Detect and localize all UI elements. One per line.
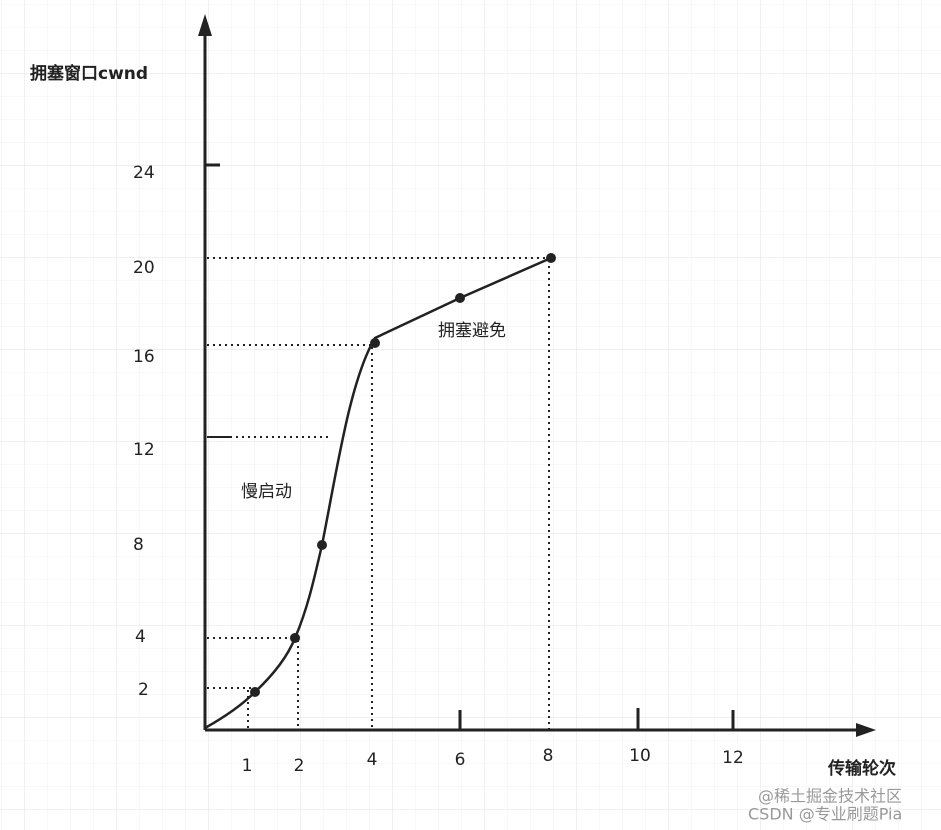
x-label: 12 xyxy=(722,748,744,768)
annotation: 拥塞避免 xyxy=(438,321,506,341)
y-label: 12 xyxy=(133,440,155,460)
x-axis-title: 传输轮次 xyxy=(827,758,896,779)
x-label: 10 xyxy=(629,746,651,766)
y-label: 16 xyxy=(133,347,155,367)
y-axis-title: 拥塞窗口cwnd xyxy=(30,63,148,84)
x-label: 4 xyxy=(367,750,378,770)
y-label: 4 xyxy=(135,627,146,647)
y-label: 8 xyxy=(133,535,144,555)
y-label: 20 xyxy=(133,258,155,278)
watermark: CSDN @专业刷题Pia xyxy=(748,805,902,824)
x-label: 6 xyxy=(455,750,466,770)
annotation: 慢启动 xyxy=(241,481,292,502)
x-label: 1 xyxy=(242,756,253,776)
y-label: 2 xyxy=(138,680,149,700)
guides xyxy=(207,257,551,730)
axes xyxy=(198,14,876,737)
watermark: @稀土掘金技术社区 xyxy=(758,787,902,806)
cwnd-curve xyxy=(204,253,556,730)
y-label: 24 xyxy=(133,163,155,183)
x-label: 8 xyxy=(543,746,554,766)
x-label: 2 xyxy=(294,756,305,776)
